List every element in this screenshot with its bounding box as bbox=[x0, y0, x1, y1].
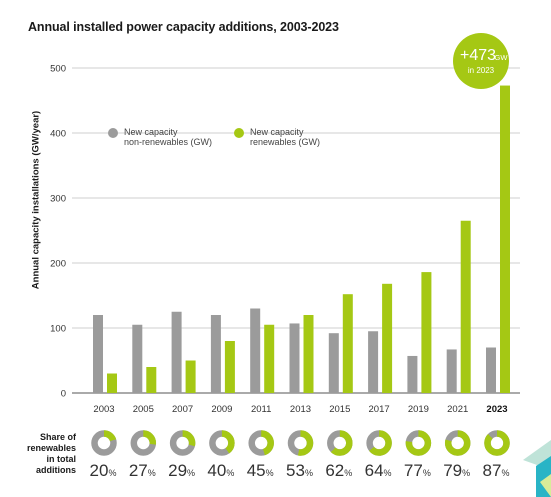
x-tick-label: 2003 bbox=[93, 404, 114, 415]
bar-non-renewable bbox=[289, 323, 300, 393]
share-percent: 27% bbox=[129, 461, 156, 480]
donut-share bbox=[287, 430, 314, 456]
donut-share bbox=[484, 430, 510, 456]
donut-share bbox=[130, 430, 157, 456]
x-tick-label: 2013 bbox=[290, 404, 311, 415]
donut-share bbox=[169, 430, 196, 456]
legend-label: New capacity bbox=[250, 127, 304, 137]
bar-renewable bbox=[342, 294, 353, 393]
donut-share bbox=[327, 430, 353, 456]
x-tick-label: 2023 bbox=[486, 404, 507, 415]
legend-swatch-renewable bbox=[234, 128, 244, 138]
x-tick-label: 2009 bbox=[211, 404, 232, 415]
x-tick-label: 2007 bbox=[172, 404, 193, 415]
x-axis-ticks: 2003 2005 2007 2009 2011 2013 2015 2017 2019 2021… bbox=[93, 404, 507, 415]
legend-label: New capacity bbox=[124, 127, 178, 137]
donut-share bbox=[366, 430, 392, 456]
y-tick-label: 500 bbox=[50, 64, 66, 75]
x-tick-label: 2015 bbox=[329, 404, 350, 415]
share-percent: 62% bbox=[325, 461, 352, 480]
bar-non-renewable bbox=[328, 333, 339, 393]
share-percent: 79% bbox=[443, 461, 470, 480]
bar-non-renewable bbox=[368, 331, 379, 393]
share-percent: 77% bbox=[404, 461, 431, 480]
bar-renewable bbox=[264, 324, 275, 393]
bar-non-renewable bbox=[93, 315, 103, 393]
x-tick-label: 2019 bbox=[408, 404, 429, 415]
bar-non-renewable bbox=[250, 308, 261, 393]
callout-unit: GW bbox=[495, 53, 509, 62]
bar-renewable bbox=[146, 367, 157, 393]
bar-non-renewable bbox=[446, 349, 457, 393]
y-tick-label: 0 bbox=[61, 389, 66, 400]
callout-value: +473 bbox=[460, 47, 496, 64]
share-percent: 87% bbox=[483, 461, 510, 480]
donut-share bbox=[248, 430, 274, 456]
y-tick-label: 100 bbox=[50, 324, 66, 335]
bar-non-renewable bbox=[486, 347, 496, 393]
share-percent: 20% bbox=[90, 461, 117, 480]
donut-share bbox=[209, 430, 235, 456]
bar-renewable bbox=[185, 360, 196, 393]
y-tick-label: 400 bbox=[50, 129, 66, 140]
x-tick-label: 2011 bbox=[251, 404, 271, 415]
callout-subtitle: in 2023 bbox=[468, 66, 495, 75]
bar-renewable bbox=[224, 341, 235, 393]
bar-renewable bbox=[460, 220, 471, 393]
x-tick-label: 2005 bbox=[133, 404, 154, 415]
share-percent: 29% bbox=[168, 461, 195, 480]
bars bbox=[93, 85, 510, 394]
y-tick-label: 200 bbox=[50, 259, 66, 270]
donut-share bbox=[405, 430, 432, 456]
legend-label: non-renewables (GW) bbox=[124, 137, 212, 147]
bar-non-renewable bbox=[171, 311, 182, 393]
share-percent: 40% bbox=[207, 461, 234, 480]
bar-renewable bbox=[421, 272, 432, 393]
y-axis-ticks: 0 100 200 300 400 500 bbox=[50, 64, 66, 400]
renewable-share-donuts: 20% 27% 29% 40% 45% 53% 62% 64% 77% 79% 87% bbox=[90, 430, 510, 480]
chart-title: Annual installed power capacity addition… bbox=[28, 20, 339, 34]
bar-renewable bbox=[107, 373, 117, 393]
share-percent: 53% bbox=[286, 461, 313, 480]
legend-swatch-non-renewable bbox=[108, 128, 118, 138]
bar-non-renewable bbox=[132, 324, 143, 393]
corner-triangle-green bbox=[540, 474, 551, 497]
corner-decoration bbox=[523, 440, 551, 497]
share-percent: 64% bbox=[365, 461, 392, 480]
share-percent: 45% bbox=[247, 461, 274, 480]
bar-renewable bbox=[500, 85, 510, 394]
bar-renewable bbox=[303, 315, 314, 393]
callout-circle bbox=[453, 33, 509, 89]
x-tick-label: 2017 bbox=[369, 404, 390, 415]
bar-renewable bbox=[382, 283, 393, 393]
x-tick-label: 2021 bbox=[447, 404, 468, 415]
legend-label: renewables (GW) bbox=[250, 137, 320, 147]
bar-non-renewable bbox=[407, 355, 418, 393]
share-row-label: Share of renewables in total additions bbox=[26, 432, 76, 475]
bar-non-renewable bbox=[210, 315, 221, 393]
y-tick-label: 300 bbox=[50, 194, 66, 205]
donut-share bbox=[91, 430, 117, 456]
donut-share bbox=[444, 430, 471, 456]
